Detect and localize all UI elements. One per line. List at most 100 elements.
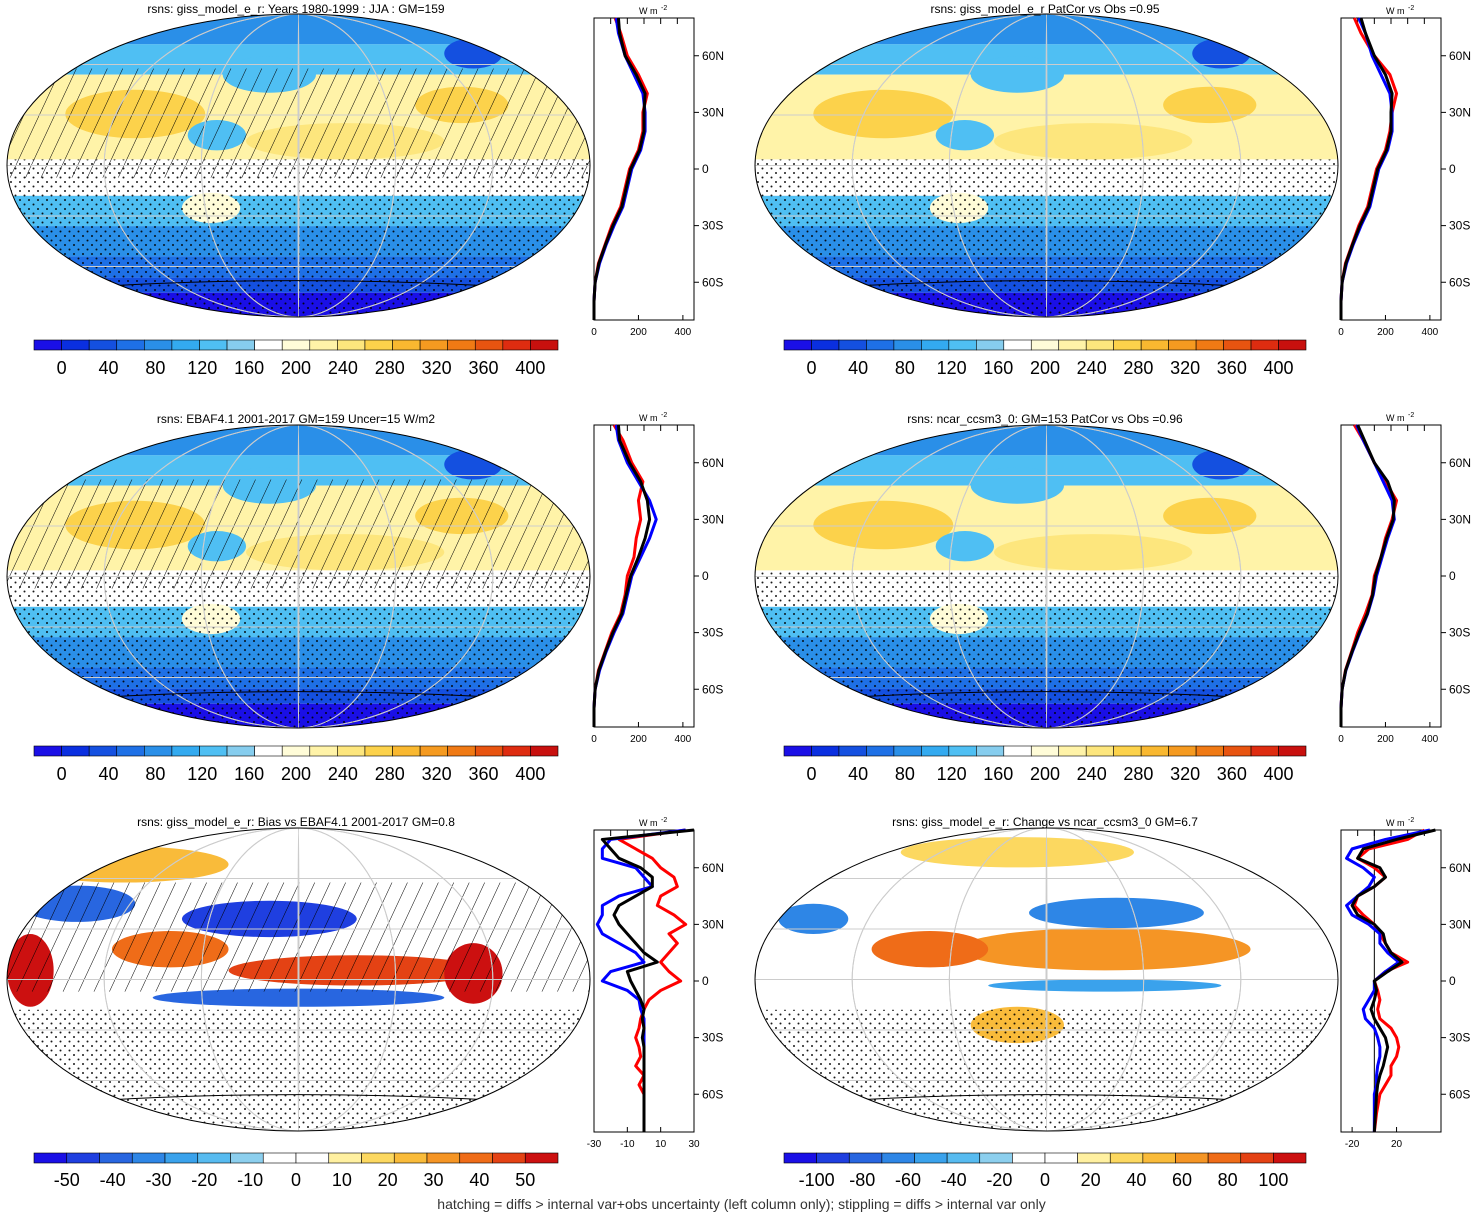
colorbar-swatch bbox=[838, 339, 867, 351]
profile-line-black bbox=[1339, 17, 1394, 320]
antarctica-coast bbox=[842, 1094, 1251, 1102]
map-field bbox=[7, 425, 590, 728]
colorbar-swatch bbox=[33, 339, 62, 351]
profile-frame bbox=[1340, 17, 1442, 321]
profile-y-tick-label: 30N bbox=[1449, 512, 1471, 526]
colorbar-tick-label: 0 bbox=[806, 358, 816, 378]
colorbar-swatch bbox=[1085, 339, 1114, 351]
colorbar-swatch bbox=[61, 339, 90, 351]
colorbar-swatch bbox=[502, 339, 531, 351]
colorbar-swatch bbox=[948, 339, 977, 351]
figure-footer: hatching = diffs > internal var+obs unce… bbox=[437, 1196, 1046, 1212]
profile-y-tick-label: 60S bbox=[702, 1087, 723, 1101]
colorbar-swatch bbox=[838, 745, 867, 757]
colorbar-6: -100 -80 -60 -40 -20 0 20 40 60 80 100 bbox=[783, 1152, 1307, 1190]
profile-y-tick-label: 60S bbox=[702, 275, 723, 289]
colorbar-swatch bbox=[337, 339, 366, 351]
colorbar-4: 0 40 80 120 160 200 240 280 320 360 400 bbox=[783, 745, 1307, 784]
profile-unit-label: W m bbox=[1386, 818, 1405, 828]
profile-y-tick-label: 60N bbox=[1449, 456, 1471, 470]
colorbar-tick-label: 320 bbox=[422, 358, 452, 378]
profile-x-tick-label: 400 bbox=[1422, 327, 1439, 338]
colorbar-swatch bbox=[199, 745, 228, 757]
map-outline bbox=[6, 827, 591, 1132]
colorbar-swatch bbox=[262, 1152, 297, 1164]
colorbar-tick-label: 50 bbox=[515, 1170, 535, 1190]
sahara-region bbox=[813, 89, 954, 139]
map-outline bbox=[6, 424, 591, 729]
colorbar-tick-label: 20 bbox=[378, 1170, 398, 1190]
meridian-line bbox=[297, 14, 300, 317]
meridian-line bbox=[851, 828, 1242, 1131]
colorbar-swatch bbox=[1240, 1152, 1274, 1164]
colorbar-swatch bbox=[492, 1152, 526, 1164]
colorbar-swatch bbox=[197, 1152, 231, 1164]
profile-y-tick-label: 30S bbox=[702, 1031, 723, 1045]
colorbar-swatch bbox=[474, 339, 504, 351]
meridian-line bbox=[948, 425, 1145, 728]
colorbar-swatch bbox=[948, 745, 977, 757]
colorbar-tick-label: 360 bbox=[1217, 764, 1247, 784]
colorbar-swatch bbox=[392, 339, 421, 351]
profile-y-tick-label: 30S bbox=[702, 219, 723, 233]
colorbar-tick-label: 320 bbox=[1170, 764, 1200, 784]
profile-unit-label: W m bbox=[1386, 6, 1405, 16]
arctic-positive bbox=[18, 846, 229, 883]
asia-cloud-region bbox=[970, 467, 1064, 504]
profile-unit-superscript: -2 bbox=[1408, 412, 1414, 419]
colorbar-tick-label: 160 bbox=[234, 764, 264, 784]
profile-y-tick-label: 30S bbox=[1449, 626, 1470, 640]
profile-y-tick-label: 0 bbox=[702, 162, 709, 176]
profile-x-tick-label: -20 bbox=[1345, 1139, 1360, 1150]
colorbar-tick-label: 360 bbox=[469, 358, 499, 378]
profile-unit-superscript: -2 bbox=[1408, 5, 1414, 12]
profile-unit-superscript: -2 bbox=[661, 412, 667, 419]
colorbar-swatch bbox=[530, 745, 559, 757]
colorbar-tick-label: 320 bbox=[422, 764, 452, 784]
map-field bbox=[755, 14, 1338, 317]
colorbar-swatch bbox=[1030, 745, 1060, 757]
colorbar-swatch bbox=[1140, 745, 1169, 757]
colorbar-swatch bbox=[921, 745, 950, 757]
colorbar-tick-label: 30 bbox=[424, 1170, 444, 1190]
colorbar-swatch bbox=[230, 1152, 264, 1164]
colorbar-swatch bbox=[1003, 339, 1032, 351]
profile-unit-label: W m bbox=[639, 6, 658, 16]
colorbar-tick-label: 0 bbox=[291, 1170, 301, 1190]
profile-line-black bbox=[1350, 828, 1436, 1133]
map-field bbox=[755, 425, 1338, 728]
profile-unit-superscript: -2 bbox=[661, 817, 667, 824]
colorbar-swatch bbox=[1109, 1152, 1144, 1164]
colorbar-tick-label: 80 bbox=[145, 764, 165, 784]
panel-title-2: rsns: giss_model_e_r PatCor vs Obs =0.95 bbox=[930, 2, 1160, 16]
meridian-line bbox=[851, 425, 1242, 728]
profile-unit-superscript: -2 bbox=[1408, 817, 1414, 824]
colorbar-swatch bbox=[976, 745, 1005, 757]
meridian-line bbox=[103, 828, 494, 1131]
colorbar-swatch bbox=[881, 1152, 915, 1164]
atlantic-negative bbox=[778, 903, 849, 935]
profile-y-tick-label: 30N bbox=[702, 512, 724, 526]
profile-y-tick-label: 60N bbox=[1449, 861, 1471, 875]
panel-title-6: rsns: giss_model_e_r: Change vs ncar_ccs… bbox=[892, 815, 1198, 829]
meridian-line bbox=[1045, 425, 1048, 728]
panel-title-4: rsns: ncar_ccsm3_0: GM=153 PatCor vs Obs… bbox=[907, 412, 1183, 426]
colorbar-swatch bbox=[474, 745, 504, 757]
colorbar-swatch bbox=[1168, 339, 1197, 351]
colorbar-swatch bbox=[364, 339, 393, 351]
colorbar-tick-label: 160 bbox=[234, 358, 264, 378]
colorbar-tick-label: 400 bbox=[515, 764, 545, 784]
zonal-profile-2: W m -2 60N 30N 0 30S 60S 0 200 400 bbox=[1338, 5, 1471, 338]
colorbar-swatch bbox=[88, 745, 118, 757]
colorbar-tick-label: 240 bbox=[1077, 358, 1107, 378]
colorbar-swatch bbox=[1085, 745, 1114, 757]
colorbar-swatch bbox=[1273, 1152, 1307, 1164]
maritime-continent bbox=[935, 531, 995, 562]
profile-y-tick-label: 30N bbox=[702, 105, 724, 119]
profile-x-tick-label: 10 bbox=[655, 1139, 667, 1150]
colorbar-swatch bbox=[1058, 339, 1087, 351]
colorbar-swatch bbox=[361, 1152, 395, 1164]
colorbar-2: 0 40 80 120 160 200 240 280 320 360 400 bbox=[783, 339, 1307, 378]
colorbar-tick-label: 160 bbox=[983, 358, 1013, 378]
colorbar-swatch bbox=[61, 745, 90, 757]
